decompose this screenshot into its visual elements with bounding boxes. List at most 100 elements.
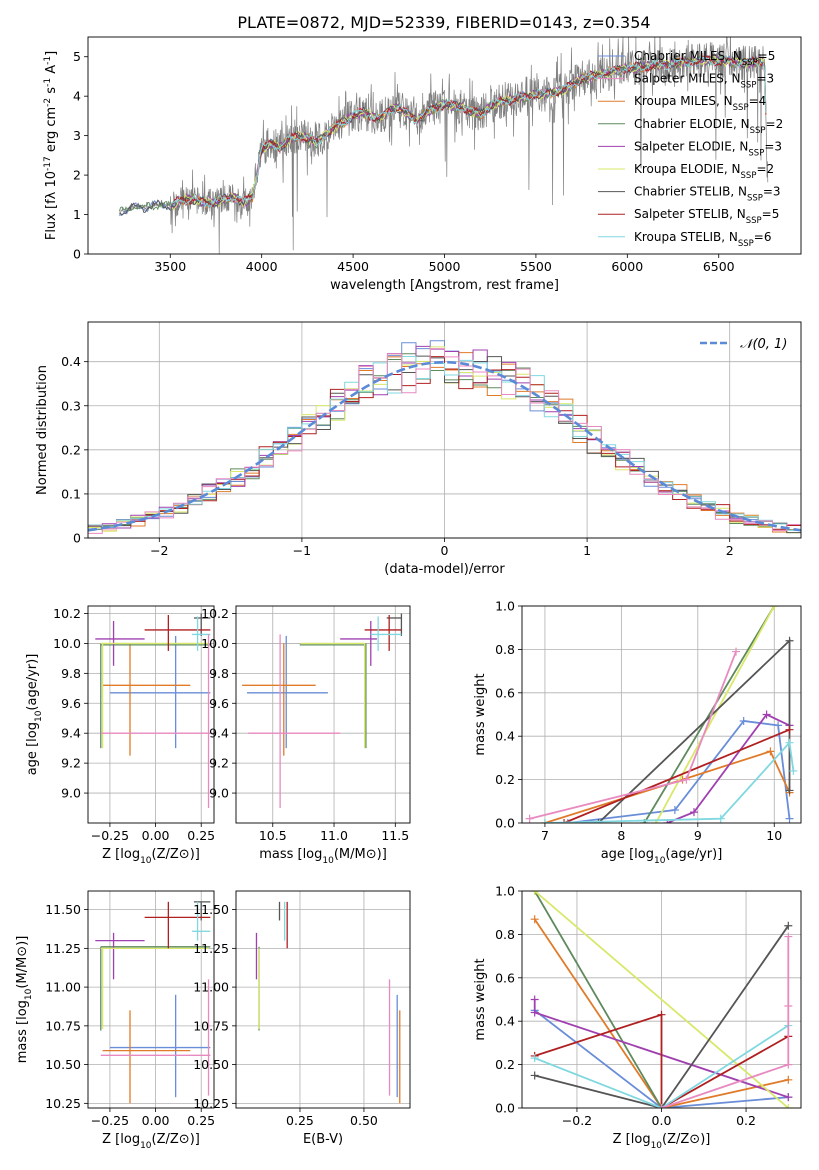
error-point [102, 643, 191, 756]
plot-area [255, 901, 401, 1104]
weight-marker [594, 819, 603, 823]
legend-label: Salpeter STELIB, NSSP=5 [634, 207, 779, 226]
panels: 3500 4000 4500 5000 5500 6000 6500 0 1 2 3 4 5 wavele… [15, 36, 802, 1151]
axes-frame [521, 605, 802, 824]
legend-label: Kroupa ELODIE, NSSP=2 [634, 162, 774, 181]
x-axis-label: age [log10(age/yr)] [601, 847, 723, 866]
y-tick-label: 1.0 [495, 599, 515, 614]
weight-marker [657, 1104, 666, 1108]
x-tick-label: −0.25 [91, 828, 129, 843]
y-axis-label: age [log10(age/yr)] [25, 654, 44, 776]
model-curve [169, 54, 767, 209]
axes-frame [87, 890, 215, 1109]
legend-label: Chabrier STELIB, NSSP=3 [634, 185, 781, 204]
weight-marker [784, 1002, 793, 1011]
y-tick-label: 0.6 [495, 685, 515, 700]
legend-label: Salpeter MILES, NSSP=3 [634, 72, 774, 91]
y-tick-label: 9.4 [61, 726, 81, 741]
weight-marker [732, 647, 741, 656]
y-tick-label: 11.25 [193, 941, 229, 956]
y-tick-label: 0.4 [61, 354, 81, 369]
legend-label: Salpeter ELODIE, NSSP=3 [634, 139, 782, 158]
error-point [100, 946, 211, 1031]
y-tick-label: 1.0 [495, 884, 515, 899]
axes-frame [521, 890, 802, 1109]
y-axis-label: Flux [fλ 10-17 erg cm-2 s-1 A-1] [43, 51, 59, 240]
weight-marker [785, 636, 794, 645]
x-tick-label: 0.50 [350, 1113, 378, 1128]
weight-marker [770, 606, 779, 610]
y-axis-label: mass [log10(M/M⊙)] [15, 936, 34, 1064]
weight-marker [530, 1054, 539, 1063]
weight-series [661, 936, 790, 1108]
weight-series [534, 891, 789, 1108]
error-point [100, 979, 211, 1096]
y-tick-label: 9.4 [209, 726, 229, 741]
error-point [242, 643, 316, 756]
y-tick-label: 1 [73, 207, 81, 222]
x-tick-label: 0.00 [142, 828, 170, 843]
weight-marker [682, 775, 691, 784]
y-tick-label: 10.0 [201, 636, 229, 651]
weight-marker [530, 915, 539, 924]
error-point [370, 616, 402, 651]
y-tick-label: 10.75 [45, 1018, 81, 1033]
histogram-series [88, 348, 801, 534]
plot-area [95, 901, 211, 1104]
x-tick-label: 10.5 [259, 828, 287, 843]
x-tick-label: −0.2 [562, 1113, 592, 1128]
y-tick-label: 0.2 [495, 1057, 515, 1072]
spectrum-panel: 3500 4000 4500 5000 5500 6000 6500 0 1 2 3 4 5 wavele… [43, 36, 802, 293]
axes-frame [87, 321, 802, 539]
x-tick-label: −1 [293, 543, 311, 558]
x-tick-label: 3500 [154, 259, 186, 274]
weight-marker [530, 995, 539, 1004]
age-vs-mass-panel: 10.5 11.0 11.5 9.0 9.2 9.4 9.6 9.8 10.0 10.2 mass … [201, 605, 411, 866]
error-point [364, 614, 402, 651]
y-tick-label: 10.25 [193, 1096, 229, 1111]
error-point [300, 642, 366, 749]
y-tick-label: 0.6 [495, 970, 515, 985]
x-tick-label: 0.0 [652, 1113, 672, 1128]
weight-marker [784, 1060, 793, 1069]
weight-marker [774, 721, 783, 730]
plot-area [118, 37, 769, 254]
x-axis-label: mass [log10(M/M⊙)] [259, 847, 387, 866]
y-tick-label: 10.2 [53, 606, 81, 621]
weight-marker [739, 717, 748, 726]
weight-marker [530, 1071, 539, 1080]
y-tick-label: 0.8 [495, 927, 515, 942]
y-tick-label: 9.0 [61, 786, 81, 801]
y-tick-label: 9.2 [209, 756, 229, 771]
error-point [247, 635, 328, 749]
error-point [248, 634, 341, 809]
y-tick-label: 11.00 [45, 980, 81, 995]
x-tick-label: 9 [694, 828, 702, 843]
y-tick-label: 9.8 [209, 666, 229, 681]
weight-series [529, 651, 737, 820]
error-point [299, 643, 367, 749]
x-tick-label: 4000 [246, 259, 278, 274]
weight-marker [560, 819, 569, 823]
y-tick-label: 0.1 [61, 486, 81, 501]
error-point [192, 616, 211, 651]
y-tick-label: 9.2 [61, 756, 81, 771]
y-tick-label: 10.75 [193, 1018, 229, 1033]
y-tick-label: 0.2 [61, 442, 81, 457]
weight-marker [784, 932, 793, 941]
x-tick-label: 4500 [337, 259, 369, 274]
weight-marker [657, 1010, 666, 1019]
legend-label: 𝒩(0, 1) [740, 337, 787, 352]
weight-marker [689, 808, 698, 817]
y-tick-label: 11.00 [193, 980, 229, 995]
x-tick-label: 0.2 [736, 1113, 756, 1128]
mass-vs-metallicity-panel: −0.25 0.00 0.25 10.25 10.50 10.75 11.00 11.25 11… [15, 890, 215, 1151]
weight-marker [530, 1008, 539, 1017]
weight-marker [563, 819, 572, 823]
y-tick-label: 10.50 [45, 1057, 81, 1072]
y-tick-label: 0.3 [61, 398, 81, 413]
plot-area [88, 340, 801, 534]
x-tick-label: 8 [617, 828, 625, 843]
y-tick-label: 2 [73, 168, 81, 183]
